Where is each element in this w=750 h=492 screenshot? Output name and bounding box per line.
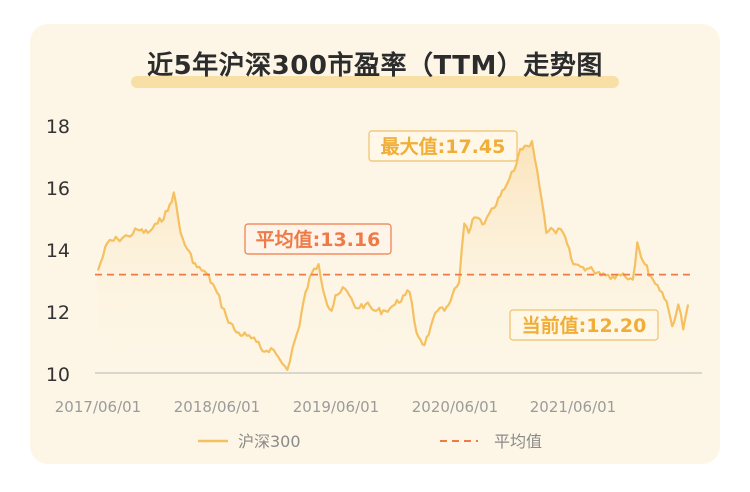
annotation-current: 当前值:12.20 [509, 309, 659, 341]
y-tick-label: 16 [46, 178, 70, 200]
legend-label-hs300: 沪深300 [238, 432, 301, 451]
annotation-max: 最大值:17.45 [368, 130, 518, 162]
x-tick-label: 2018/06/01 [174, 398, 260, 416]
y-tick-label: 10 [46, 364, 70, 386]
series-line-hs300 [96, 140, 690, 371]
y-tick-label: 12 [46, 302, 70, 324]
y-tick-label: 14 [46, 240, 70, 262]
x-tick-label: 2021/06/01 [530, 398, 616, 416]
annotation-average-text: 平均值:13.16 [256, 228, 381, 251]
annotation-max-text: 最大值:17.45 [381, 135, 506, 158]
title-wrap: 近5年沪深300市盈率（TTM）走势图 [0, 48, 750, 88]
annotation-average: 平均值:13.16 [244, 223, 392, 255]
x-tick-label: 2019/06/01 [293, 398, 379, 416]
x-tick-label: 2017/06/01 [55, 398, 141, 416]
legend: 沪深300 平均值 [198, 432, 542, 451]
legend-label-average: 平均值 [494, 432, 542, 451]
chart-title: 近5年沪深300市盈率（TTM）走势图 [131, 48, 619, 88]
x-tick-label: 2020/06/01 [412, 398, 498, 416]
annotation-current-text: 当前值:12.20 [522, 314, 647, 337]
y-tick-label: 18 [46, 116, 70, 138]
